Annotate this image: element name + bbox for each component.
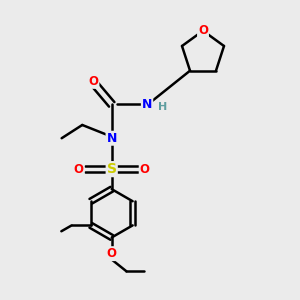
Text: H: H: [158, 102, 167, 112]
Text: O: O: [140, 163, 150, 176]
Text: N: N: [106, 132, 117, 145]
Text: O: O: [198, 24, 208, 37]
Text: S: S: [107, 162, 117, 176]
Text: O: O: [88, 75, 98, 88]
Text: N: N: [142, 98, 152, 111]
Text: O: O: [74, 163, 84, 176]
Text: O: O: [107, 247, 117, 260]
